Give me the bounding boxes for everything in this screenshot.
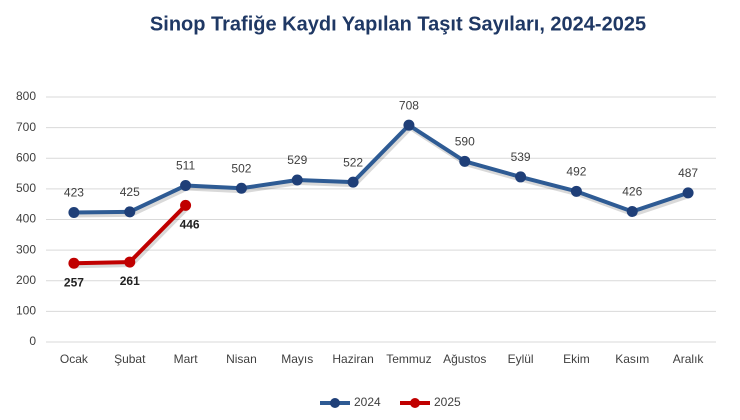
marker xyxy=(403,119,415,131)
series-line-shadow xyxy=(75,125,691,218)
data-label: 539 xyxy=(511,150,531,164)
marker xyxy=(68,257,80,269)
y-tick-label: 0 xyxy=(29,334,36,348)
data-label: 529 xyxy=(287,153,307,167)
marker xyxy=(459,155,471,167)
x-tick-label: Temmuz xyxy=(386,352,431,366)
y-tick-label: 300 xyxy=(16,242,36,256)
data-label: 257 xyxy=(64,275,84,289)
legend-label: 2024 xyxy=(354,395,381,409)
data-label: 446 xyxy=(180,218,200,232)
chart-title: Sinop Trafiğe Kaydı Yapılan Taşıt Sayıla… xyxy=(150,13,646,35)
marker xyxy=(68,206,80,218)
legend-label: 2025 xyxy=(434,395,461,409)
marker xyxy=(180,199,192,211)
marker xyxy=(124,256,136,268)
data-label: 502 xyxy=(231,161,251,175)
y-tick-label: 500 xyxy=(16,181,36,195)
marker xyxy=(626,206,638,218)
data-label: 425 xyxy=(120,185,140,199)
legend-marker xyxy=(410,398,420,408)
marker xyxy=(180,180,192,192)
data-label: 487 xyxy=(678,166,698,180)
series-line xyxy=(73,123,689,215)
data-label: 708 xyxy=(399,98,419,112)
data-label: 590 xyxy=(455,134,475,148)
x-tick-label: Şubat xyxy=(114,352,146,366)
x-tick-label: Ocak xyxy=(60,352,89,366)
y-tick-label: 400 xyxy=(16,212,36,226)
x-tick-label: Mayıs xyxy=(281,352,313,366)
data-label: 423 xyxy=(64,186,84,200)
marker xyxy=(124,206,136,218)
x-tick-label: Aralık xyxy=(673,352,705,366)
marker xyxy=(570,185,582,197)
data-label: 261 xyxy=(120,274,140,288)
marker xyxy=(682,187,694,199)
y-tick-label: 600 xyxy=(16,150,36,164)
x-tick-label: Haziran xyxy=(332,352,373,366)
data-label: 511 xyxy=(176,159,195,173)
legend-marker xyxy=(330,398,340,408)
marker xyxy=(347,176,359,188)
marker xyxy=(291,174,303,186)
marker xyxy=(235,182,247,194)
y-tick-label: 800 xyxy=(16,89,36,103)
data-label: 426 xyxy=(622,185,642,199)
y-tick-label: 700 xyxy=(16,120,36,134)
x-tick-label: Mart xyxy=(174,352,199,366)
y-tick-label: 200 xyxy=(16,273,36,287)
x-tick-label: Ağustos xyxy=(443,352,486,366)
marker xyxy=(515,171,527,183)
data-label: 522 xyxy=(343,155,363,169)
x-tick-label: Kasım xyxy=(615,352,649,366)
x-tick-label: Nisan xyxy=(226,352,257,366)
x-tick-label: Eylül xyxy=(508,352,534,366)
y-tick-label: 100 xyxy=(16,304,36,318)
x-tick-label: Ekim xyxy=(563,352,590,366)
data-label: 492 xyxy=(566,164,586,178)
